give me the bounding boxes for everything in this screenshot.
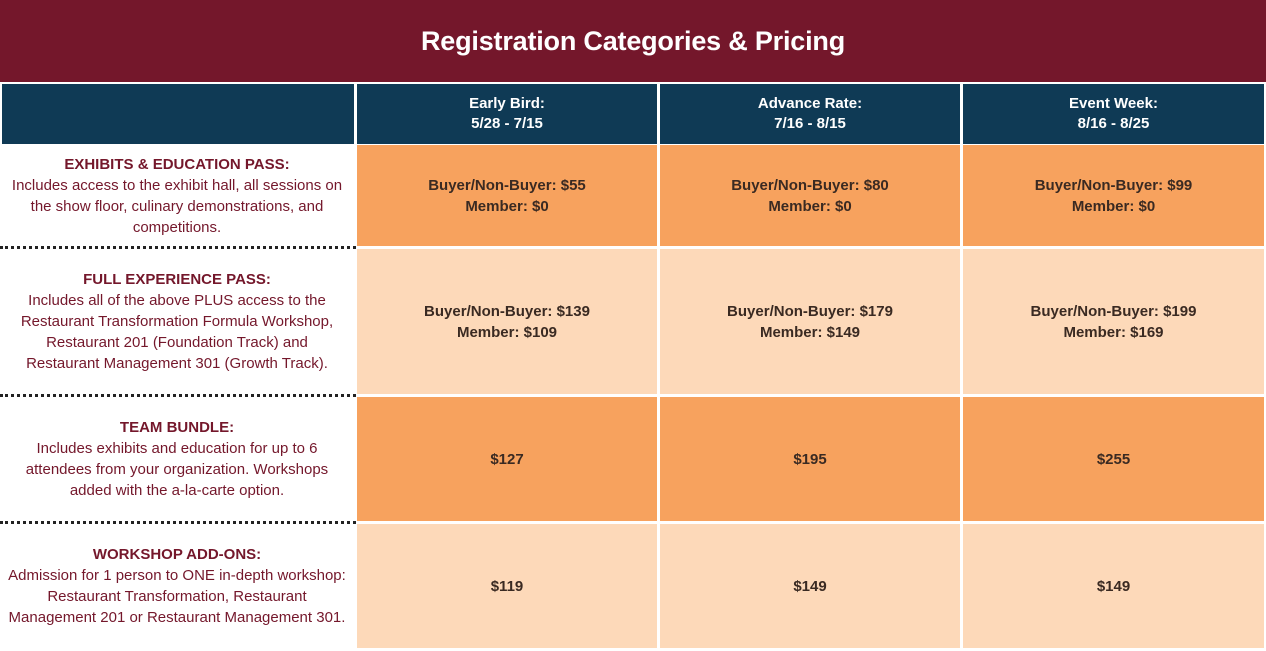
period-name: Early Bird: (469, 95, 545, 112)
category-name: EXHIBITS & EDUCATION PASS: (64, 155, 290, 173)
price-line: Buyer/Non-Buyer: $199 (1030, 302, 1197, 320)
category-description: Includes all of the above PLUS access to… (20, 292, 334, 372)
category-label: TEAM BUNDLE: Includes exhibits and educa… (0, 397, 354, 521)
period-dates: 8/16 - 8/25 (1077, 115, 1150, 132)
period-name: Event Week: (1069, 95, 1158, 112)
price-line: $149 (793, 577, 827, 595)
row-divider (0, 394, 356, 397)
price-line: $119 (490, 577, 524, 595)
header-advance-rate: Advance Rate: 7/16 - 8/15 (660, 84, 960, 144)
price-cell: Buyer/Non-Buyer: $139 Member: $109 (357, 249, 657, 394)
price-line: Buyer/Non-Buyer: $179 (727, 302, 893, 320)
price-cell: $255 (963, 397, 1264, 521)
category-description: Includes access to the exhibit hall, all… (11, 176, 343, 236)
price-line: $255 (1096, 450, 1131, 468)
row-divider (0, 521, 356, 524)
price-line: Member: $169 (1063, 323, 1164, 341)
header-event-week: Event Week: 8/16 - 8/25 (963, 84, 1264, 144)
price-cell: $149 (963, 524, 1264, 648)
period-name: Advance Rate: (757, 95, 863, 112)
table-row: FULL EXPERIENCE PASS: Includes all of th… (0, 249, 1266, 394)
price-cell: Buyer/Non-Buyer: $199 Member: $169 (963, 249, 1264, 394)
category-label: FULL EXPERIENCE PASS: Includes all of th… (0, 249, 354, 394)
price-cell: $119 (357, 524, 657, 648)
category-name: FULL EXPERIENCE PASS: (83, 271, 271, 288)
price-line: $127 (490, 450, 524, 468)
price-line: Buyer/Non-Buyer: $99 (1034, 176, 1193, 194)
price-cell: $195 (660, 397, 960, 521)
category-label: EXHIBITS & EDUCATION PASS: Includes acce… (0, 145, 354, 246)
price-cell: Buyer/Non-Buyer: $99 Member: $0 (963, 145, 1264, 246)
price-line: $195 (793, 450, 827, 468)
price-line: Member: $0 (768, 197, 852, 215)
category-name: WORKSHOP ADD-ONS: (92, 546, 262, 563)
table-row: WORKSHOP ADD-ONS: Admission for 1 person… (0, 524, 1266, 648)
price-cell: $127 (357, 397, 657, 521)
price-line: Member: $109 (456, 323, 558, 341)
table-row: TEAM BUNDLE: Includes exhibits and educa… (0, 397, 1266, 521)
category-label: WORKSHOP ADD-ONS: Admission for 1 person… (0, 524, 354, 648)
table-header: Early Bird: 5/28 - 7/15 Advance Rate: 7/… (0, 82, 1266, 144)
price-line: Buyer/Non-Buyer: $80 (731, 176, 889, 194)
page-title: Registration Categories & Pricing (0, 0, 1266, 82)
category-name: TEAM BUNDLE: (119, 419, 235, 436)
price-cell: Buyer/Non-Buyer: $80 Member: $0 (660, 145, 960, 246)
price-line: $149 (1096, 577, 1131, 595)
category-description: Includes exhibits and education for up t… (25, 440, 329, 499)
price-line: Member: $149 (759, 323, 861, 341)
price-cell: $149 (660, 524, 960, 648)
row-divider (0, 246, 356, 249)
price-line: Member: $0 (1071, 197, 1156, 215)
price-cell: Buyer/Non-Buyer: $55 Member: $0 (357, 145, 657, 246)
period-dates: 5/28 - 7/15 (471, 115, 543, 132)
price-line: Buyer/Non-Buyer: $55 (428, 176, 586, 194)
table-row: EXHIBITS & EDUCATION PASS: Includes acce… (0, 145, 1266, 246)
header-blank-cell (2, 84, 354, 144)
header-early-bird: Early Bird: 5/28 - 7/15 (357, 84, 657, 144)
price-line: Member: $0 (465, 197, 549, 215)
category-description: Admission for 1 person to ONE in-depth w… (8, 567, 346, 626)
price-line: Buyer/Non-Buyer: $139 (424, 302, 590, 320)
period-dates: 7/16 - 8/15 (774, 115, 846, 132)
price-cell: Buyer/Non-Buyer: $179 Member: $149 (660, 249, 960, 394)
